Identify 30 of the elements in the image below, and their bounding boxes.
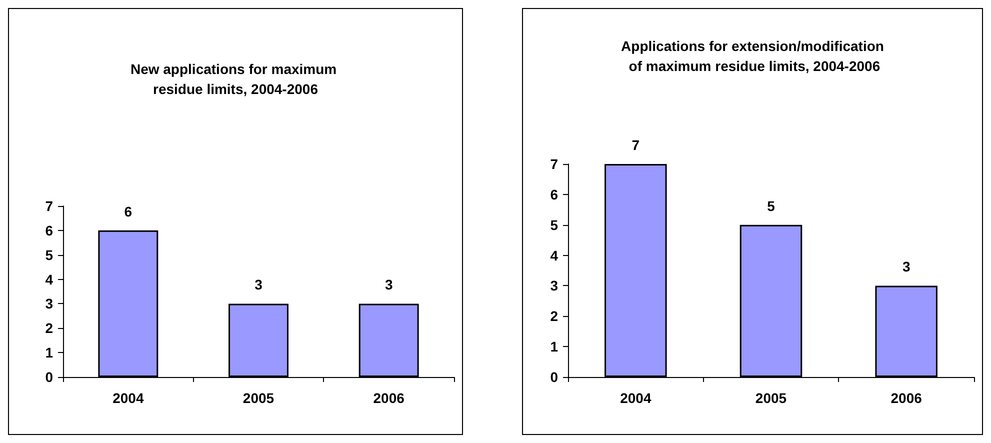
data-label: 6 (124, 203, 132, 220)
y-tick-label: 2 (45, 320, 54, 336)
y-tick-label: 6 (550, 186, 558, 202)
data-label: 7 (632, 137, 640, 153)
x-tick-label: 2005 (755, 390, 787, 406)
y-tick-label: 4 (45, 271, 54, 288)
y-tick-label: 4 (550, 247, 558, 264)
y-tick-label: 5 (550, 216, 558, 233)
y-tick-label: 7 (550, 156, 558, 172)
x-tick-label: 2006 (373, 390, 405, 406)
y-tick-label: 6 (45, 222, 54, 238)
data-label: 3 (254, 276, 263, 293)
chart-title: New applications for maximum residue limits, 2004-2006 (130, 61, 341, 97)
y-tick-label: 3 (550, 278, 558, 294)
x-tick-label: 2004 (112, 390, 144, 406)
x-tick-label: 2006 (890, 390, 922, 406)
y-tick-label: 1 (550, 338, 558, 355)
y-tick-label: 3 (45, 296, 54, 312)
x-tick-label: 2004 (620, 390, 652, 406)
y-tick-label: 0 (45, 369, 54, 385)
y-tick-label: 7 (45, 198, 54, 214)
x-tick-label: 2005 (242, 390, 274, 406)
data-label: 5 (767, 198, 776, 214)
chart-title: Applications for extension/modification of maximum residue limits, 2004-2006 (621, 38, 884, 74)
y-tick-label: 1 (45, 344, 54, 361)
data-label: 3 (384, 276, 393, 293)
y-tick-label: 2 (550, 308, 558, 324)
y-tick-label: 0 (550, 369, 558, 385)
data-label: 3 (902, 258, 910, 275)
y-tick-label: 5 (45, 246, 54, 263)
